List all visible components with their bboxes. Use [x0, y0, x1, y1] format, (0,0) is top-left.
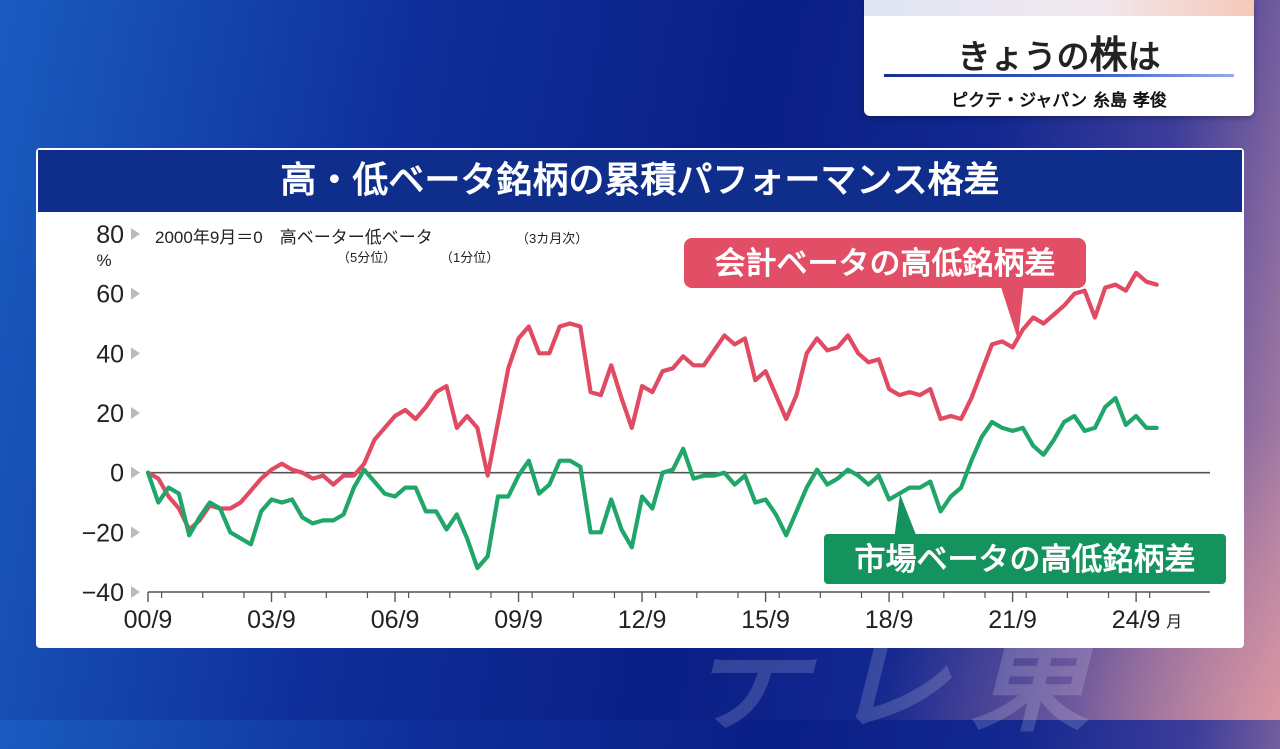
brand-top-bar [864, 0, 1254, 16]
y-tick-marker [131, 228, 140, 240]
chart-note-low-quintile: （1分位） [440, 250, 499, 265]
market-beta-callout-label: 市場ベータの高低銘柄差 [855, 542, 1196, 578]
commentator-name: ピクテ・ジャパン 糸島 孝俊 [951, 91, 1167, 111]
market-beta-callout-pointer [894, 494, 918, 540]
market-beta-callout: 市場ベータの高低銘柄差 [824, 494, 1226, 584]
y-tick-marker [131, 287, 140, 300]
x-tick-label: 06/9 [371, 606, 420, 634]
chart-note-main: 2000年9月＝0 高ベーター低ベータ [155, 228, 433, 247]
y-tick-label: 20 [96, 400, 124, 428]
y-tick-label: −40 [82, 579, 124, 607]
y-tick-label: 60 [96, 281, 124, 309]
program-title-part1: きょうの [957, 37, 1090, 76]
y-axis: 80 60 40 20 0 −20 −40% [82, 221, 140, 607]
program-title-part3: は [1127, 37, 1161, 76]
program-title: きょうの株は [864, 24, 1254, 79]
y-tick-marker [131, 466, 140, 479]
accounting-beta-callout-pointer [1000, 284, 1024, 340]
x-tick-label: 09/9 [494, 606, 543, 634]
y-tick-label: 0 [110, 460, 124, 488]
market-beta-series-line [145, 396, 1159, 571]
y-tick-label: −20 [82, 519, 124, 547]
y-unit-label: % [96, 251, 111, 270]
x-axis: 00/9 03/9 06/9 09/9 12/9 15/9 18/9 21/9 24/9 月 [124, 591, 1210, 634]
x-tick-label: 24/9 [1112, 606, 1161, 634]
chart-note-high-quintile: （5分位） [337, 250, 396, 265]
program-brand-box: きょうの株は ピクテ・ジャパン 糸島 孝俊 [864, 0, 1254, 116]
y-tick-label: 80 [96, 221, 124, 249]
x-tick-label: 03/9 [247, 606, 296, 634]
market-beta-callout-box [824, 534, 1226, 584]
brand-underline [884, 74, 1234, 77]
chart-note-frequency: （3カ月次） [516, 231, 588, 246]
chart-svg: 80 60 40 20 0 −20 −40% 00/9 03/9 06/9 09/9 12/9 15/… [82, 221, 1226, 634]
y-tick-marker [131, 586, 140, 598]
accounting-beta-series-line [145, 270, 1159, 532]
chart-title: 高・低ベータ銘柄の累積パフォーマンス格差 [38, 150, 1242, 214]
accounting-beta-callout-box [684, 238, 1086, 288]
x-tick-label: 12/9 [618, 606, 667, 634]
x-tick-label: 15/9 [741, 606, 790, 634]
series-layer [145, 270, 1159, 571]
y-tick-marker [131, 347, 140, 360]
program-title-part2: 株 [1089, 33, 1128, 77]
y-tick-marker [131, 407, 140, 419]
chart-note: 2000年9月＝0 高ベーター低ベータ （3カ月次） （5分位） （1分位） [155, 228, 588, 265]
y-tick-marker [131, 526, 140, 539]
x-tick-label: 18/9 [865, 606, 914, 634]
y-tick-label: 40 [96, 340, 124, 368]
x-tick-label: 21/9 [988, 606, 1037, 634]
x-tick-suffix: 月 [1166, 612, 1182, 631]
x-tick-label: 00/9 [124, 606, 173, 634]
accounting-beta-callout: 会計ベータの高低銘柄差 [684, 238, 1086, 340]
accounting-beta-callout-label: 会計ベータの高低銘柄差 [715, 246, 1056, 282]
